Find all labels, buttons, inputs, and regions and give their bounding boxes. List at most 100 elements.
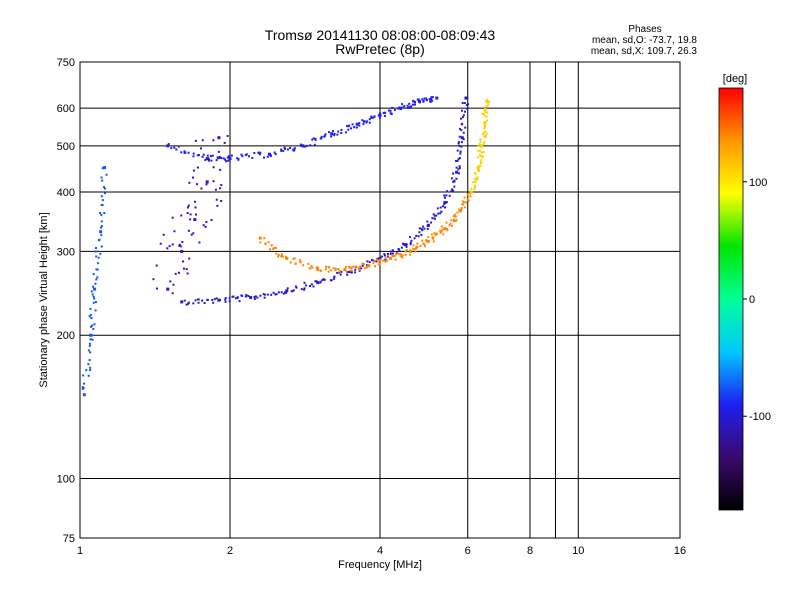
trace-dot: [220, 156, 223, 159]
trace-dot: [211, 154, 214, 157]
trace-dot: [192, 302, 195, 305]
trace-dot: [409, 241, 412, 244]
trace-dot: [253, 297, 256, 300]
trace-dot: [218, 156, 221, 159]
trace-dot: [461, 122, 464, 125]
trace-dot: [241, 155, 244, 158]
trace-dot: [224, 300, 227, 303]
trace-dot: [314, 137, 317, 140]
trace-dot: [465, 103, 468, 106]
trace-dot: [422, 99, 425, 102]
trace-dot: [443, 206, 446, 209]
trace-dot: [452, 180, 455, 183]
trace-dot: [405, 243, 408, 246]
trace-dot: [189, 213, 192, 216]
trace-dot: [431, 96, 434, 99]
trace-dot: [459, 150, 462, 153]
trace-dot: [219, 168, 222, 171]
trace-dot: [449, 222, 452, 225]
trace-dot: [92, 273, 95, 276]
trace-dot: [184, 151, 187, 154]
trace-dot: [211, 299, 214, 302]
trace-dot: [155, 287, 158, 290]
trace-dot: [459, 117, 462, 120]
trace-dot: [484, 111, 487, 114]
trace-dot: [99, 252, 102, 255]
trace-dot: [460, 129, 463, 132]
trace-dot: [460, 207, 463, 210]
trace-dot: [200, 187, 203, 190]
trace-dot: [361, 119, 364, 122]
trace-dot: [82, 374, 85, 377]
trace-dot: [244, 154, 247, 157]
y-tick-label: 400: [57, 187, 75, 199]
trace-dot: [370, 115, 373, 118]
trace-dot: [230, 154, 233, 157]
trace-dot: [403, 105, 406, 108]
trace-dot: [204, 225, 207, 228]
trace-dot: [432, 213, 435, 216]
trace-dot: [269, 155, 272, 158]
colorbar-tick-label: 0: [749, 294, 755, 306]
trace-dot: [274, 153, 277, 156]
trace-dot: [462, 114, 465, 117]
trace-point: [99, 230, 103, 234]
trace-dot: [93, 323, 96, 326]
trace-dot: [185, 303, 188, 306]
trace-dot: [477, 168, 480, 171]
trace-dot: [434, 233, 437, 236]
trace-dot: [445, 228, 448, 231]
trace-dot: [458, 127, 461, 130]
trace-dot: [334, 267, 337, 270]
trace-dot: [103, 212, 106, 215]
trace-dot: [463, 196, 466, 199]
trace-dot: [344, 265, 347, 268]
trace-dot: [480, 151, 483, 154]
colorbar-label: [deg]: [723, 73, 747, 85]
trace-dot: [262, 293, 265, 296]
trace-dot: [474, 186, 477, 189]
trace-dot: [354, 271, 357, 274]
trace-point: [480, 144, 484, 148]
trace-dot: [259, 151, 262, 154]
trace-dot: [101, 179, 104, 182]
trace-dot: [391, 254, 394, 257]
trace-point: [458, 209, 462, 213]
trace-dot: [372, 262, 375, 265]
trace-dot: [340, 128, 343, 131]
trace-dot: [461, 200, 464, 203]
trace-dot: [220, 200, 223, 203]
trace-dot: [219, 187, 222, 190]
y-tick-label: 500: [57, 141, 75, 153]
trace-dot: [206, 298, 209, 301]
trace-dot: [410, 105, 413, 108]
trace-dot: [333, 134, 336, 137]
trace-dot: [332, 267, 335, 270]
trace-dot: [446, 190, 449, 193]
trace-dot: [310, 264, 313, 267]
trace-dot: [384, 260, 387, 263]
trace-dot: [89, 313, 92, 316]
trace-dot: [474, 173, 477, 176]
trace-dot: [103, 187, 106, 190]
trace-dot: [192, 152, 195, 155]
trace-dot: [459, 152, 462, 155]
trace-dot: [95, 246, 98, 249]
trace-dot: [213, 298, 216, 301]
trace-dot: [439, 212, 442, 215]
trace-dot: [415, 247, 418, 250]
trace-dot: [464, 110, 467, 113]
trace-dot: [183, 150, 186, 153]
trace-dot: [478, 143, 481, 146]
trace-dot: [189, 218, 192, 221]
trace-dot: [173, 230, 176, 233]
trace-point: [258, 236, 262, 240]
trace-dot: [409, 236, 412, 239]
trace-dot: [284, 147, 287, 150]
trace-dot: [92, 295, 95, 298]
trace-dot: [483, 121, 486, 124]
trace-dot: [217, 157, 220, 160]
trace-dot: [191, 176, 194, 179]
trace-dot: [346, 125, 349, 128]
trace-dot: [83, 382, 86, 385]
